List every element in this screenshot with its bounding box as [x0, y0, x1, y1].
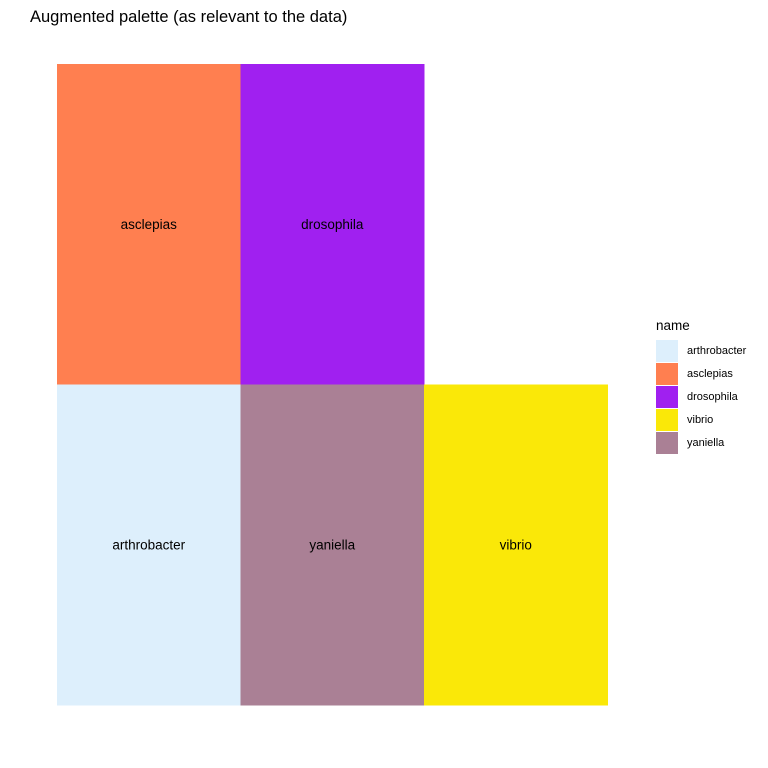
- legend-label-vibrio: vibrio: [687, 413, 714, 426]
- legend-key-vibrio: [656, 408, 678, 431]
- legend-item-asclepias: asclepias: [656, 362, 761, 385]
- legend-item-drosophila: drosophila: [656, 385, 761, 408]
- legend-item-yaniella: yaniella: [656, 431, 761, 454]
- legend-label-drosophila: drosophila: [687, 390, 738, 403]
- tile-labels-layer: asclepias drosophila arthrobacter yaniella v…: [112, 217, 532, 553]
- legend: name arthrobacter asclepias drosophila vibr…: [656, 318, 761, 454]
- legend-key-yaniella: [656, 431, 678, 454]
- tile-drosophila: [240, 64, 425, 385]
- legend-key-drosophila: [656, 385, 678, 408]
- tile-label-asclepias: asclepias: [121, 217, 178, 232]
- tile-label-drosophila: drosophila: [301, 217, 364, 232]
- tile-yaniella: [240, 384, 425, 706]
- legend-item-arthrobacter: arthrobacter: [656, 339, 761, 362]
- legend-items: arthrobacter asclepias drosophila vibrio yan…: [656, 339, 761, 454]
- tile-label-vibrio: vibrio: [500, 537, 532, 552]
- tiles-layer: [57, 64, 608, 706]
- legend-label-arthrobacter: arthrobacter: [687, 344, 747, 357]
- legend-label-yaniella: yaniella: [687, 436, 725, 449]
- tile-asclepias: [57, 64, 241, 385]
- tile-label-yaniella: yaniella: [309, 537, 355, 552]
- legend-key-arthrobacter: [656, 339, 678, 362]
- legend-key-asclepias: [656, 362, 678, 385]
- legend-item-vibrio: vibrio: [656, 408, 761, 431]
- tile-label-arthrobacter: arthrobacter: [112, 537, 185, 552]
- legend-title: name: [656, 318, 690, 333]
- tile-vibrio: [424, 384, 608, 706]
- tile-arthrobacter: [57, 384, 241, 706]
- chart-title: Augmented palette (as relevant to the da…: [30, 8, 348, 26]
- legend-label-asclepias: asclepias: [687, 367, 733, 380]
